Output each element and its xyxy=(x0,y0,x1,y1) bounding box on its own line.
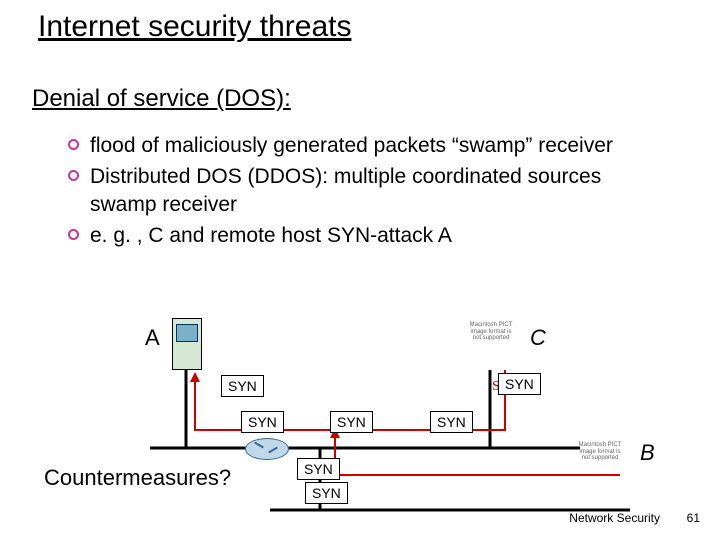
network-lines: S xyxy=(0,0,720,540)
syn-packet-box: SYN xyxy=(241,411,284,433)
router-icon xyxy=(245,438,289,460)
syn-packet-box: SYN xyxy=(305,482,348,504)
syn-packet-box: SYN xyxy=(330,411,373,433)
slide: Internet security threats Denial of serv… xyxy=(0,0,720,540)
syn-packet-box: SYN xyxy=(498,373,541,395)
syn-packet-box: SYN xyxy=(430,411,473,433)
syn-packet-box: SYN xyxy=(221,375,264,397)
syn-packet-box: SYN xyxy=(297,458,340,480)
